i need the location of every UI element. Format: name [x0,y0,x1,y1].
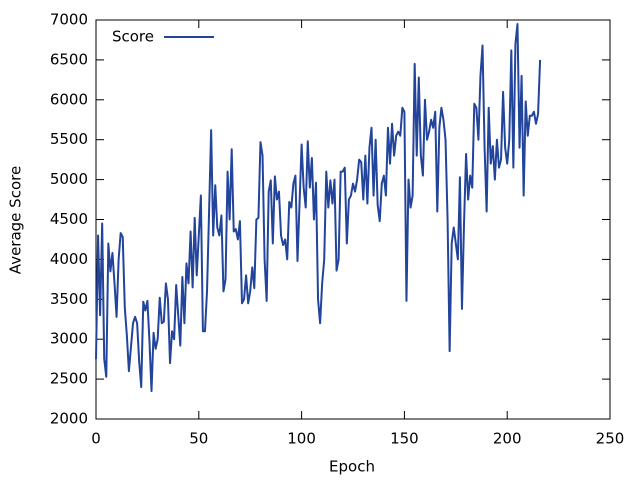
x-tick-label: 50 [189,430,208,448]
x-tick-label: 200 [493,430,522,448]
x-tick-label: 100 [287,430,316,448]
y-tick-label: 4000 [50,250,88,268]
plot-frame [95,19,611,420]
y-tick-label: 5000 [50,170,88,188]
y-tick-label: 6500 [50,50,88,68]
x-tick-label: 0 [91,430,101,448]
score-line [95,22,542,393]
legend-label: Score [112,28,154,46]
y-tick-label: 5500 [50,130,88,148]
x-tick-label: 150 [390,430,419,448]
y-tick-label: 3500 [50,290,88,308]
y-tick-label: 7000 [50,11,88,29]
y-tick-label: 2000 [50,410,88,428]
y-tick-label: 3000 [50,330,88,348]
x-axis-label: Epoch [329,458,375,476]
y-tick-label: 4500 [50,210,88,228]
x-tick-label: 250 [596,430,625,448]
y-axis-label: Average Score [7,166,25,274]
y-tick-label: 6000 [50,90,88,108]
y-tick-label: 2500 [50,370,88,388]
